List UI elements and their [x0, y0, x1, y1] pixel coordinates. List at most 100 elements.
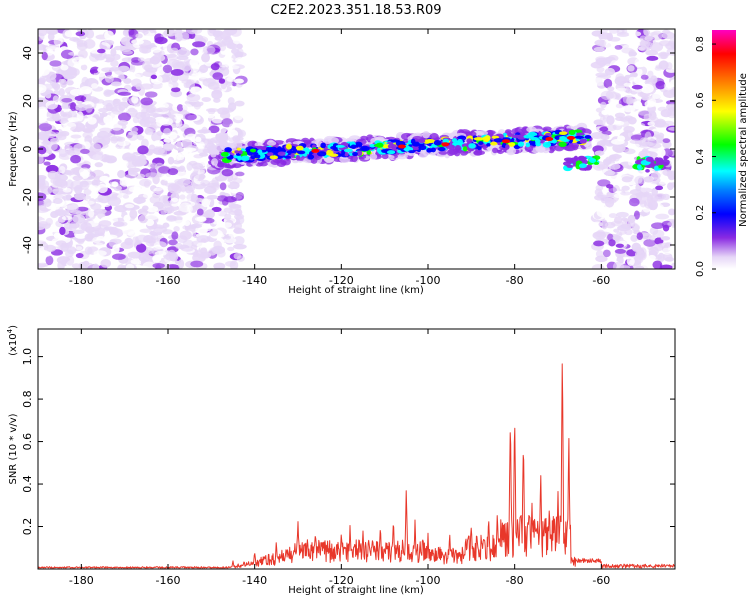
spectrogram-cell	[162, 64, 173, 74]
spectrogram-cell	[94, 197, 104, 203]
spectrogram-cell	[70, 126, 83, 132]
spectrogram-cell	[82, 131, 93, 139]
spectrogram-cell	[78, 167, 91, 176]
spectrogram-cell	[57, 260, 65, 269]
spectrogram-cell	[545, 136, 554, 141]
spectrogram-cell	[195, 136, 202, 143]
spectrogram-cell	[320, 142, 326, 149]
spectrogram-cell	[660, 264, 673, 269]
spectrogram-cell	[193, 101, 202, 110]
spectrogram-cell	[234, 78, 244, 84]
spectrogram-cell	[38, 225, 45, 231]
spectrogram-cell	[149, 29, 157, 34]
spectrogram-cell	[113, 45, 123, 51]
spectrogram-cell	[651, 187, 658, 196]
spectrogram-cell	[629, 139, 642, 145]
spectrogram-cell	[153, 241, 167, 250]
spectrogram-cell	[542, 141, 552, 148]
snr-frame	[37, 328, 676, 570]
spectrogram-cell	[170, 197, 180, 207]
spectrogram-cell	[135, 33, 143, 39]
spectrogram-cell	[149, 195, 161, 204]
spectrogram-cell	[62, 187, 72, 193]
spectrogram-cell	[54, 209, 67, 217]
spectrogram-cell	[655, 80, 666, 90]
spectrogram-cell	[46, 164, 59, 174]
spectrogram-cell	[190, 48, 199, 56]
spectrogram-cell	[468, 143, 476, 149]
spectrogram-cell	[79, 86, 93, 95]
spectrogram-cell	[594, 150, 605, 156]
spectrogram-cell	[67, 117, 80, 122]
spectrogram-cell	[238, 150, 243, 155]
spectrogram-cell	[462, 146, 468, 152]
colorbar-tick-label: 0.2	[695, 205, 706, 221]
spectrogram-cell	[667, 40, 675, 46]
spectrogram-cell	[216, 195, 228, 202]
spectrogram-cell	[177, 147, 184, 153]
spectrogram-panel: -180 -160 -140 -120 -100 -80 -60 -40 -20 0 20 40 H…	[8, 28, 749, 296]
spectrogram-cell	[613, 216, 623, 224]
spectrogram-cell	[366, 149, 371, 155]
spectrogram-cell	[117, 264, 126, 269]
spectrogram-cell	[594, 188, 603, 197]
spectrogram-cell	[568, 129, 576, 135]
spectrogram-cell	[627, 116, 637, 125]
spectrogram-cell	[131, 95, 139, 104]
spectrogram-cell	[103, 114, 113, 125]
spectrogram-cell	[182, 103, 193, 111]
spectrogram-cell	[95, 242, 104, 247]
spectrogram-cell	[144, 128, 156, 135]
spectrogram-cell	[224, 29, 238, 36]
spectrogram-cell	[231, 141, 243, 149]
spectrogram-cell	[89, 69, 99, 74]
spectrogram-cell	[82, 200, 95, 205]
colorbar-tick-label: 0.6	[695, 92, 706, 108]
spectrogram-cell	[634, 250, 645, 259]
spectrogram-cell	[156, 130, 164, 136]
spectrogram-cell	[103, 104, 115, 111]
spectrogram-cell	[612, 103, 624, 111]
spectrogram-cell	[112, 221, 125, 227]
spectrogram-cell	[639, 40, 649, 46]
spectrogram-cell	[600, 101, 607, 109]
spectrogram-cell	[615, 243, 624, 248]
spectrogram-cell	[593, 46, 605, 52]
spectrogram-cell	[668, 182, 675, 188]
spectrogram-cell	[145, 236, 157, 247]
spectrogram-cell	[104, 30, 114, 41]
spectrogram-cell	[630, 234, 638, 242]
spectrogram-cell	[70, 209, 82, 215]
spectrogram-cell	[72, 137, 87, 145]
spectrogram-cell	[130, 155, 141, 161]
snr-x-ticks: -180 -160 -140 -120 -100 -80 -60	[69, 329, 610, 587]
spectrogram-cell	[93, 250, 107, 257]
spectrogram-cell	[180, 246, 194, 252]
spectrogram-cell	[201, 97, 212, 102]
spectrogram-cell	[53, 232, 61, 239]
spectrogram-cell	[176, 104, 184, 112]
spectrogram-cell	[627, 65, 635, 72]
spectrogram-cell	[140, 97, 153, 106]
spectrogram-cell	[227, 97, 235, 105]
spectrogram-cell	[249, 148, 257, 153]
spectrogram-cell	[629, 72, 638, 78]
spectrogram-cell	[603, 249, 611, 258]
spectrogram-cell	[49, 60, 62, 67]
spectrogram-cell	[438, 150, 448, 155]
spectrogram-cell	[668, 126, 675, 131]
spectrogram-cell	[558, 131, 568, 135]
spectrogram-cell	[38, 207, 49, 214]
spectrogram-cell	[295, 145, 304, 151]
spectrogram-cell	[47, 32, 55, 41]
x-tick-label: -180	[69, 574, 94, 587]
spectrogram-cell	[45, 92, 52, 99]
spectrogram-cell	[647, 121, 655, 127]
spectrogram-cell	[127, 167, 141, 173]
spectrogram-cell	[170, 69, 184, 76]
spectrogram-cell	[588, 158, 597, 163]
spectrogram-cell	[639, 187, 648, 193]
spectrogram-cell	[168, 131, 178, 140]
spectrogram-cell	[608, 163, 621, 170]
snr-y-axis-label: SNR (10 * v/v)	[8, 413, 19, 484]
